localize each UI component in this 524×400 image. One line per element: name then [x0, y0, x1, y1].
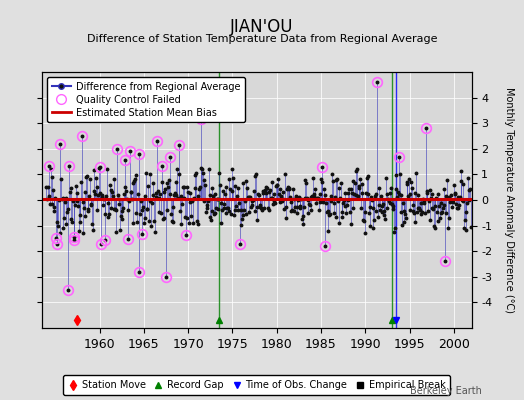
Text: Difference of Station Temperature Data from Regional Average: Difference of Station Temperature Data f… [87, 34, 437, 44]
Text: JIAN'OU: JIAN'OU [230, 18, 294, 36]
Text: Berkeley Earth: Berkeley Earth [410, 386, 482, 396]
Y-axis label: Monthly Temperature Anomaly Difference (°C): Monthly Temperature Anomaly Difference (… [504, 87, 514, 313]
Legend: Station Move, Record Gap, Time of Obs. Change, Empirical Break: Station Move, Record Gap, Time of Obs. C… [63, 375, 450, 395]
